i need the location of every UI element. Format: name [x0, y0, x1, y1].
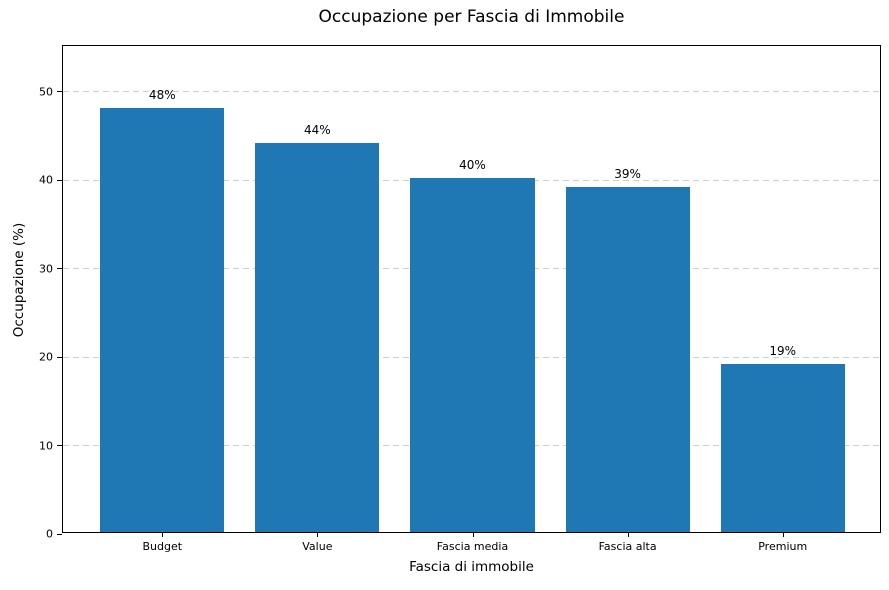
x-tick-mark-fascia-media: [472, 532, 474, 537]
x-axis-label: Fascia di immobile: [409, 559, 534, 575]
bar-value-label-value: 44%: [304, 123, 331, 138]
y-tick-label-10: 10: [39, 439, 53, 453]
y-tick-label-0: 0: [46, 527, 53, 541]
plot-area: 48% 44% 40% 39% 19% 0 10 20 30 40 50 Budget Value F…: [39, 45, 881, 553]
bar-budget: [100, 107, 225, 532]
x-tick-mark-premium: [782, 532, 784, 537]
y-tick-mark-40: [57, 179, 62, 181]
x-tick-label-fascia-media: Fascia media: [436, 540, 509, 553]
y-tick-mark-10: [57, 445, 62, 447]
x-tick-mark-value: [317, 532, 319, 537]
x-tick-label-value: Value: [302, 540, 333, 553]
gridline-50: [63, 91, 880, 93]
bar-value: [255, 143, 380, 532]
y-axis-label: Occupazione (%): [11, 222, 27, 338]
bar-value-label-budget: 48%: [148, 87, 176, 102]
bar-fascia-alta: [565, 187, 690, 532]
y-tick-mark-50: [57, 91, 62, 93]
bar-value-label-fascia-alta: 39%: [614, 167, 641, 182]
x-tick-mark-fascia-alta: [627, 532, 629, 537]
x-tick-mark-budget: [162, 532, 164, 537]
bar-value-label-fascia-media: 40%: [459, 158, 486, 173]
y-tick-label-20: 20: [39, 350, 53, 364]
x-tick-label-fascia-alta: Fascia alta: [598, 540, 657, 553]
bar-fascia-media: [410, 178, 535, 532]
y-tick-mark-20: [57, 356, 62, 358]
y-tick-mark-0: [57, 533, 62, 535]
y-tick-label-50: 50: [39, 85, 53, 99]
y-tick-label-30: 30: [39, 262, 53, 276]
bar-value-label-premium: 19%: [769, 344, 797, 359]
chart-title: Occupazione per Fascia di Immobile: [318, 7, 625, 27]
x-tick-label-budget: Budget: [142, 540, 183, 553]
x-tick-label-premium: Premium: [758, 540, 808, 553]
bar-premium: [720, 364, 845, 532]
y-tick-label-40: 40: [39, 173, 53, 187]
y-tick-mark-30: [57, 268, 62, 270]
